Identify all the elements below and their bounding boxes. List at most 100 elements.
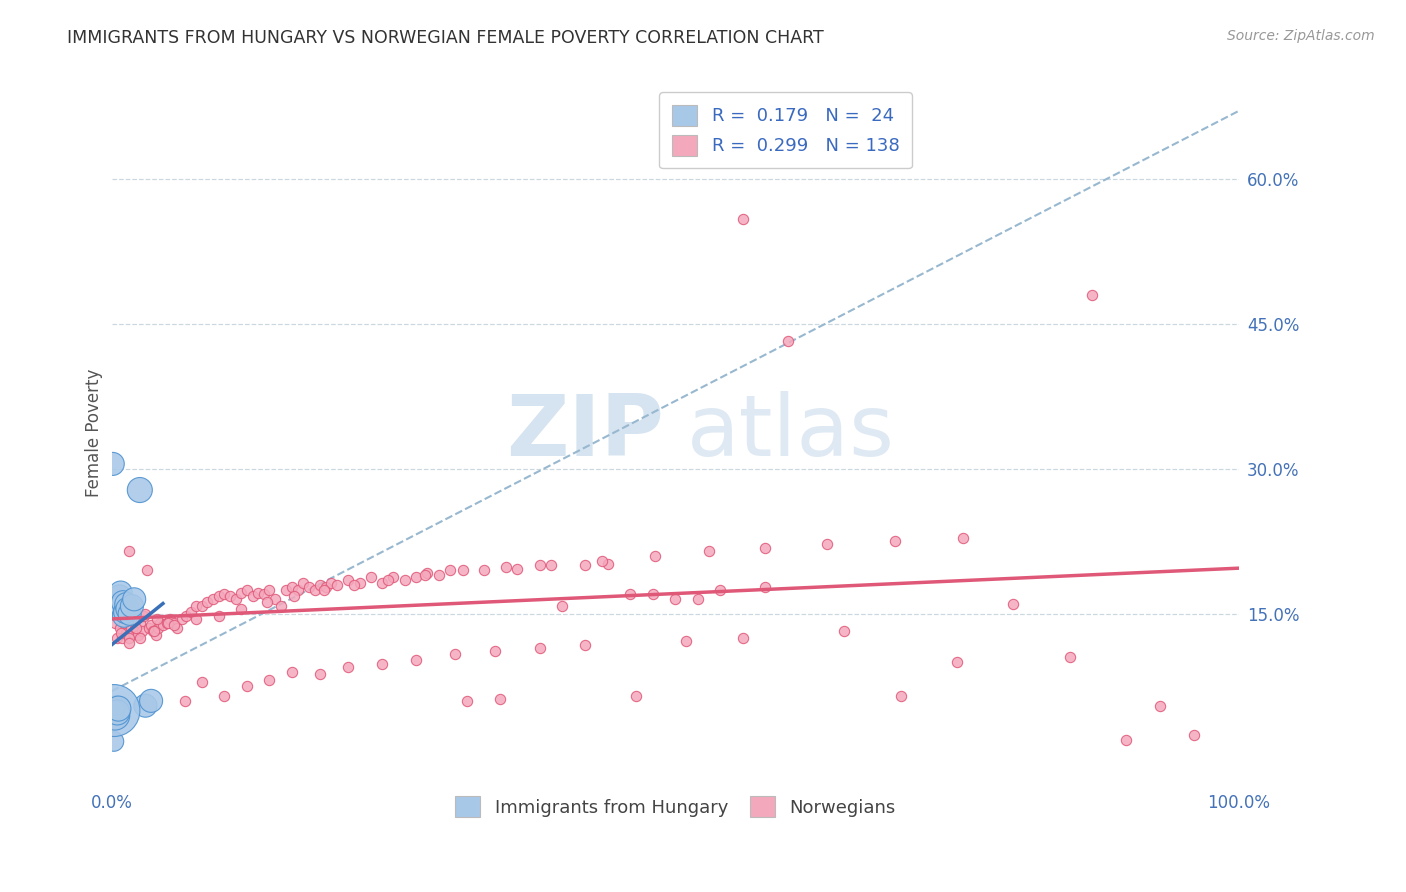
Point	[427, 568, 450, 582]
Point	[107, 701, 129, 715]
Point	[754, 541, 776, 555]
Point	[145, 628, 167, 642]
Point	[135, 563, 157, 577]
Point	[134, 698, 156, 713]
Point	[489, 692, 512, 706]
Point	[191, 599, 214, 613]
Point	[108, 590, 131, 604]
Point	[115, 597, 138, 611]
Point	[360, 570, 382, 584]
Point	[731, 631, 754, 645]
Point	[731, 212, 754, 227]
Point	[453, 563, 475, 577]
Point	[619, 587, 641, 601]
Point	[103, 734, 125, 748]
Point	[156, 616, 179, 631]
Point	[139, 618, 162, 632]
Point	[337, 573, 360, 587]
Point	[162, 616, 184, 631]
Point	[104, 616, 127, 631]
Point	[884, 534, 907, 549]
Point	[146, 621, 169, 635]
Point	[343, 578, 366, 592]
Point	[675, 633, 697, 648]
Point	[591, 553, 613, 567]
Point	[107, 597, 129, 611]
Point	[122, 626, 145, 640]
Point	[105, 706, 128, 720]
Point	[127, 628, 149, 642]
Point	[103, 704, 125, 718]
Point	[697, 544, 720, 558]
Point	[202, 592, 225, 607]
Point	[371, 575, 394, 590]
Point	[644, 549, 666, 563]
Point	[197, 595, 219, 609]
Point	[105, 602, 128, 616]
Point	[231, 585, 253, 599]
Point	[225, 592, 247, 607]
Point	[394, 573, 416, 587]
Point	[186, 599, 208, 613]
Point	[256, 595, 278, 609]
Point	[281, 665, 304, 679]
Point	[145, 612, 167, 626]
Text: IMMIGRANTS FROM HUNGARY VS NORWEGIAN FEMALE POVERTY CORRELATION CHART: IMMIGRANTS FROM HUNGARY VS NORWEGIAN FEM…	[67, 29, 824, 46]
Point	[456, 694, 478, 708]
Point	[142, 624, 165, 639]
Point	[574, 638, 596, 652]
Point	[156, 616, 179, 631]
Point	[104, 708, 127, 723]
Point	[152, 618, 174, 632]
Text: ZIP: ZIP	[506, 391, 664, 474]
Legend: Immigrants from Hungary, Norwegians: Immigrants from Hungary, Norwegians	[447, 789, 903, 824]
Point	[105, 698, 128, 713]
Point	[219, 590, 242, 604]
Point	[247, 585, 270, 599]
Point	[125, 621, 148, 635]
Point	[405, 570, 427, 584]
Point	[664, 592, 686, 607]
Point	[1059, 650, 1081, 665]
Point	[104, 704, 127, 718]
Point	[309, 666, 332, 681]
Point	[890, 689, 912, 703]
Point	[832, 624, 855, 639]
Point	[776, 334, 799, 348]
Point	[444, 648, 467, 662]
Point	[315, 580, 337, 594]
Point	[180, 605, 202, 619]
Point	[162, 618, 184, 632]
Point	[214, 689, 236, 703]
Point	[117, 636, 139, 650]
Point	[283, 590, 305, 604]
Point	[114, 605, 136, 619]
Point	[115, 626, 138, 640]
Point	[111, 595, 134, 609]
Point	[416, 566, 439, 581]
Point	[624, 689, 647, 703]
Point	[382, 570, 405, 584]
Point	[1002, 597, 1025, 611]
Point	[191, 674, 214, 689]
Point	[121, 599, 143, 613]
Point	[117, 602, 139, 616]
Point	[139, 694, 162, 708]
Point	[149, 616, 172, 631]
Point	[952, 532, 974, 546]
Text: Source: ZipAtlas.com: Source: ZipAtlas.com	[1227, 29, 1375, 43]
Point	[371, 657, 394, 672]
Point	[815, 537, 838, 551]
Point	[472, 563, 495, 577]
Point	[596, 557, 619, 571]
Point	[170, 612, 193, 626]
Point	[298, 580, 321, 594]
Point	[101, 457, 124, 471]
Point	[166, 621, 188, 635]
Point	[377, 573, 399, 587]
Point	[292, 575, 315, 590]
Point	[540, 558, 562, 573]
Point	[159, 612, 181, 626]
Point	[709, 582, 731, 597]
Point	[242, 590, 264, 604]
